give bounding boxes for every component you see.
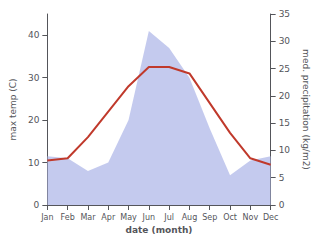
svg-text:Feb: Feb <box>61 213 75 222</box>
svg-text:40: 40 <box>28 30 40 40</box>
svg-text:Jun: Jun <box>142 213 156 222</box>
svg-text:5: 5 <box>279 173 285 183</box>
svg-text:max temp (C): max temp (C) <box>8 78 18 140</box>
svg-text:Mar: Mar <box>80 213 96 222</box>
svg-text:35: 35 <box>279 9 290 19</box>
svg-text:Aug: Aug <box>182 213 198 222</box>
svg-text:Jul: Jul <box>163 213 174 222</box>
svg-text:Apr: Apr <box>101 213 116 222</box>
svg-text:May: May <box>120 213 137 222</box>
svg-text:Nov: Nov <box>243 213 259 222</box>
svg-text:Oct: Oct <box>223 213 237 222</box>
svg-text:med. precipitation (kg/m2): med. precipitation (kg/m2) <box>301 49 311 170</box>
svg-text:0: 0 <box>279 200 285 210</box>
svg-text:15: 15 <box>279 118 290 128</box>
svg-text:10: 10 <box>28 158 40 168</box>
svg-text:30: 30 <box>28 73 40 83</box>
svg-text:Jan: Jan <box>40 213 53 222</box>
svg-text:20: 20 <box>28 115 40 125</box>
svg-text:30: 30 <box>279 36 291 46</box>
svg-text:Sep: Sep <box>202 213 217 222</box>
svg-text:20: 20 <box>279 91 291 101</box>
svg-text:10: 10 <box>279 145 291 155</box>
svg-text:date (month): date (month) <box>126 225 193 235</box>
svg-text:Dec: Dec <box>263 213 278 222</box>
svg-text:25: 25 <box>279 64 290 74</box>
svg-text:0: 0 <box>34 200 40 210</box>
